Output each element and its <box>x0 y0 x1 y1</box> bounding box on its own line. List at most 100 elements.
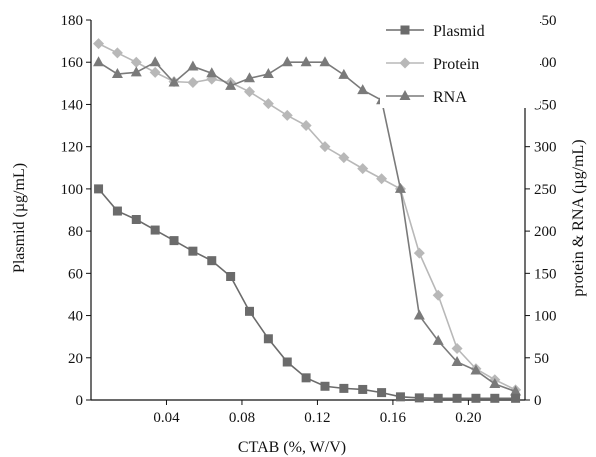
plasmid-data-point <box>339 383 349 393</box>
rna-data-point <box>111 68 123 79</box>
left-y-tick-label: 160 <box>61 55 84 71</box>
plasmid-data-point <box>358 384 368 394</box>
plasmid-data-point <box>131 215 141 224</box>
protein-data-point <box>187 76 199 88</box>
rna-data-point <box>187 60 199 71</box>
protein-legend-label: Protein <box>433 56 479 73</box>
plasmid-data-point <box>226 272 236 281</box>
left-y-tick-label: 180 <box>61 13 84 29</box>
rna-data-point <box>357 84 369 95</box>
plasmid-data-point <box>94 184 104 194</box>
rna-data-point <box>93 56 105 67</box>
left-y-tick-label: 40 <box>68 309 83 325</box>
rna-data-point <box>470 364 482 375</box>
rna-series-line <box>98 61 516 393</box>
protein-data-point <box>111 47 123 59</box>
x-tick-label: 0.16 <box>380 410 407 426</box>
protein-data-point <box>376 173 388 185</box>
rna-data-point <box>338 68 350 79</box>
plasmid-data-point <box>414 393 424 403</box>
right-y-tick-label: 50 <box>534 351 549 367</box>
left-y-tick-label: 80 <box>68 224 83 240</box>
right-y-tick-label: 250 <box>534 182 557 198</box>
protein-data-point <box>93 38 105 50</box>
rna-data-point <box>319 56 331 67</box>
right-y-tick-label: 150 <box>534 266 557 282</box>
rna-data-point <box>225 79 237 90</box>
plasmid-data-point <box>452 393 462 403</box>
protein-data-point <box>262 98 274 110</box>
x-tick-label: 0.08 <box>229 410 255 426</box>
plasmid-data-point <box>207 256 217 266</box>
plasmid-data-point <box>245 306 255 316</box>
right-y-tick-label: 200 <box>534 224 557 240</box>
plasmid-data-point <box>490 393 500 403</box>
left-y-tick-label: 0 <box>76 393 84 409</box>
protein-data-point <box>357 163 369 175</box>
protein-data-point <box>432 289 444 301</box>
rna-data-point <box>394 182 406 193</box>
protein-data-point <box>244 86 256 98</box>
plasmid-data-point <box>377 388 387 398</box>
rna-data-point <box>281 56 293 67</box>
protein-data-point <box>338 152 350 164</box>
rna-data-point <box>413 309 425 320</box>
plasmid-series-line <box>97 188 516 400</box>
rna-data-point <box>300 56 312 67</box>
protein-data-point <box>300 120 312 132</box>
plasmid-data-point <box>471 393 481 403</box>
rna-data-point <box>130 66 142 77</box>
rna-data-point <box>168 76 180 87</box>
protein-data-point <box>130 56 142 68</box>
protein-data-point <box>451 342 463 354</box>
left-y-tick-label: 60 <box>68 266 83 282</box>
protein-legend-marker <box>399 57 411 69</box>
rna-legend-label: RNA <box>433 89 467 106</box>
left-y-tick-label: 140 <box>61 97 84 113</box>
right-y-tick-label: 100 <box>534 309 557 325</box>
rna-data-point <box>451 356 463 366</box>
protein-data-point <box>281 109 293 121</box>
plasmid-data-point <box>112 206 122 216</box>
plasmid-data-point <box>320 381 330 391</box>
plasmid-data-point <box>188 246 198 256</box>
left-y-tick-label: 20 <box>68 351 83 367</box>
right-y-tick-label: 0 <box>534 393 542 409</box>
left-y-tick-label: 120 <box>61 140 84 156</box>
plasmid-data-point <box>282 357 292 367</box>
plasmid-data-point <box>150 225 160 235</box>
left-y-tick-label: 100 <box>61 182 84 198</box>
left-y-axis-ticks: 0 20 40 60 80 100 120 140 160 180 <box>61 13 91 409</box>
x-axis-ticks: 0.04 0.08 0.12 0.16 0.20 <box>153 400 482 426</box>
rna-data-point <box>432 334 444 345</box>
rna-data-point <box>489 377 501 388</box>
rna-data-point <box>244 72 256 83</box>
protein-data-point <box>413 247 425 259</box>
plasmid-data-point <box>263 334 273 344</box>
x-tick-label: 0.20 <box>455 410 481 426</box>
plasmid-data-point <box>301 373 311 383</box>
protein-data-point <box>149 66 161 78</box>
x-axis-title: CTAB (%, W/V) <box>238 439 346 456</box>
x-tick-label: 0.04 <box>153 410 180 426</box>
right-y-tick-label: 300 <box>534 140 557 156</box>
plasmid-data-point <box>511 393 521 403</box>
rna-legend-marker <box>399 90 411 100</box>
plot-area: 0.04 0.08 0.12 0.16 0.20 0 20 40 60 80 100 120 140 1… <box>61 13 557 426</box>
legend: Plasmid Protein RNA <box>380 10 540 108</box>
plasmid-data-point <box>433 393 443 403</box>
series-layer <box>93 38 522 403</box>
rna-data-point <box>510 385 522 396</box>
rna-data-point <box>149 56 161 67</box>
plasmid-legend-marker <box>400 25 410 35</box>
plasmid-data-point <box>169 236 179 246</box>
plasmid-legend-label: Plasmid <box>433 23 485 40</box>
left-y-axis-title: Plasmid (µg/mL) <box>11 163 28 273</box>
rna-data-point <box>206 67 218 78</box>
plasmid-data-point <box>395 392 405 402</box>
protein-data-point <box>319 141 331 153</box>
rna-data-point <box>262 68 274 79</box>
right-y-axis-title: protein & RNA (µg/mL) <box>570 139 587 296</box>
x-tick-label: 0.12 <box>304 410 330 426</box>
